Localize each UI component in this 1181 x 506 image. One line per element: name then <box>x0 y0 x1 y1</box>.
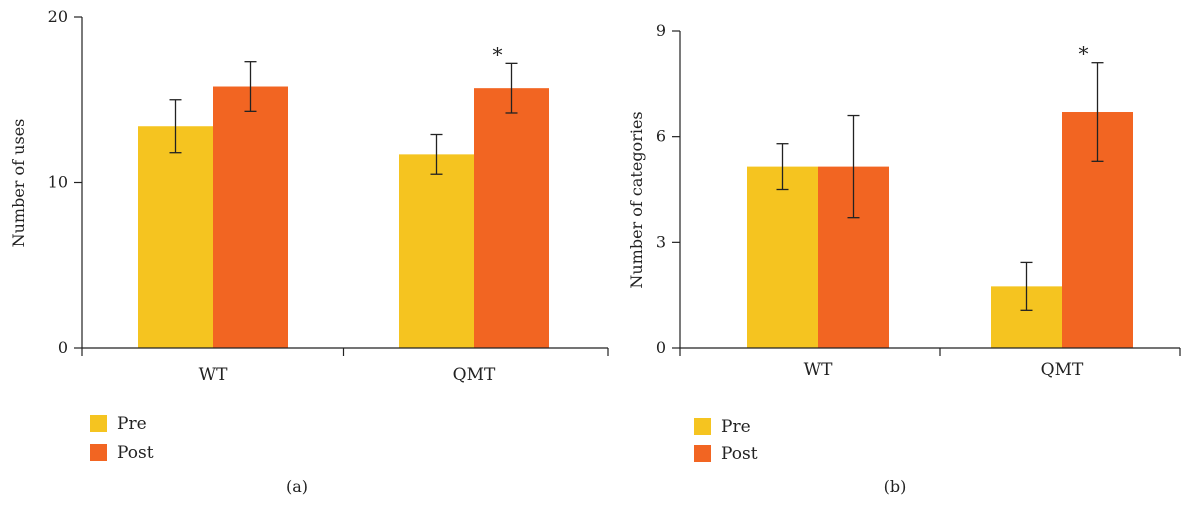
legend-label: Post <box>117 443 154 463</box>
y-tick-label: 0 <box>58 338 68 357</box>
significance-marker: * <box>1079 42 1089 66</box>
bar-pre-wt <box>747 166 818 348</box>
error-bar-pre-wt <box>169 99 182 154</box>
y-tick-label: 10 <box>48 173 68 192</box>
legend-swatch <box>694 418 711 435</box>
bar-pre-wt <box>138 126 213 348</box>
y-tick-label: 9 <box>656 21 666 40</box>
chart-panel-b: * 0 3 6 9 WT QMT Number of categories Pre Post (b) <box>627 21 1181 496</box>
legend-item-pre: Pre <box>90 414 147 434</box>
panel-label: (b) <box>884 477 907 496</box>
x-category-label: WT <box>199 365 228 385</box>
x-category-label: WT <box>804 360 833 380</box>
legend-label: Post <box>721 444 758 464</box>
legend-item-post: Post <box>90 443 154 463</box>
y-axis-title: Number of categories <box>627 111 646 288</box>
x-category-label: QMT <box>453 365 496 385</box>
error-bar-post-wt <box>847 114 860 219</box>
bar-post-wt <box>213 86 288 348</box>
y-axis-title: Number of uses <box>9 119 28 248</box>
chart-panel-a: * 0 10 20 WT QMT Number of uses Pre Post (a) <box>9 7 609 496</box>
legend-item-pre: Pre <box>694 417 751 437</box>
legend-swatch <box>694 445 711 462</box>
legend-swatch <box>90 444 107 461</box>
error-bar-pre-qmt <box>1020 261 1033 311</box>
y-tick-label: 6 <box>656 127 666 146</box>
error-bar-post-qmt <box>505 62 518 114</box>
x-category-label: QMT <box>1041 360 1084 380</box>
legend-label: Pre <box>721 417 751 437</box>
error-bar-post-qmt <box>1091 62 1104 162</box>
significance-marker: * <box>493 42 503 66</box>
error-bar-pre-wt <box>776 143 789 191</box>
error-bar-pre-qmt <box>430 133 443 175</box>
y-tick-label: 3 <box>656 232 666 251</box>
bar-pre-qmt <box>399 154 474 348</box>
legend-item-post: Post <box>694 444 758 464</box>
bar-post-qmt <box>474 88 549 348</box>
error-bar-post-wt <box>244 61 257 112</box>
legend-label: Pre <box>117 414 147 434</box>
y-tick-label: 20 <box>48 7 68 26</box>
legend-swatch <box>90 415 107 432</box>
y-tick-label: 0 <box>656 338 666 357</box>
panel-label: (a) <box>286 477 308 496</box>
